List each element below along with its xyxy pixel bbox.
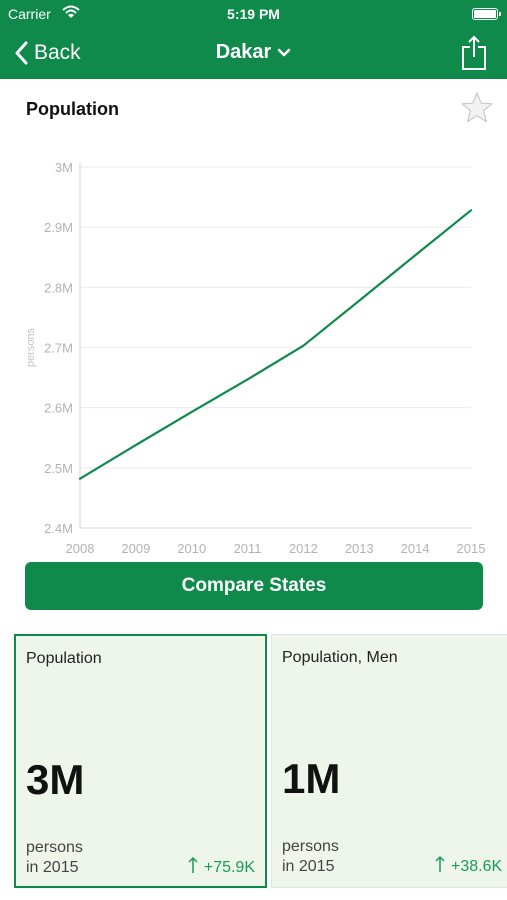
- status-bar: Carrier 5:19 PM: [0, 0, 507, 30]
- chart-svg: 2.4M 2.5M 2.6M 2.7M 2.8M 2.9M 3M 2008 2009 2010 20…: [25, 160, 486, 556]
- stat-card-population-men[interactable]: Population, Men 1M persons in 2015 +38.6…: [271, 634, 507, 888]
- nav-bar: Back Dakar: [0, 30, 507, 79]
- card-unit: persons: [26, 839, 83, 856]
- back-label: Back: [34, 41, 81, 64]
- status-time: 5:19 PM: [227, 6, 280, 22]
- population-chart: 2.4M 2.5M 2.6M 2.7M 2.8M 2.9M 3M 2008 2009 2010 20…: [0, 145, 507, 565]
- x-tick-label: 2015: [457, 541, 486, 556]
- card-year: in 2015: [282, 858, 335, 875]
- arrow-up-icon: [188, 856, 198, 879]
- chevron-left-icon: [14, 41, 28, 65]
- share-button[interactable]: [461, 35, 487, 76]
- card-value: 1M: [282, 755, 341, 802]
- x-tick-label: 2009: [121, 541, 150, 556]
- x-tick-label: 2011: [234, 541, 262, 556]
- x-tick-label: 2008: [66, 541, 95, 556]
- x-tick-label: 2014: [401, 541, 430, 556]
- star-icon: [460, 92, 494, 129]
- back-button[interactable]: Back: [14, 38, 81, 68]
- y-axis-label: persons: [25, 327, 37, 367]
- y-tick-label: 2.4M: [44, 521, 73, 536]
- card-change-value: +38.6K: [451, 857, 503, 875]
- stat-card-population[interactable]: Population 3M persons in 2015 +75.9K: [14, 634, 267, 888]
- y-tick-label: 2.6M: [44, 401, 73, 416]
- section-title: Population: [26, 99, 119, 119]
- card-unit: persons: [282, 838, 339, 855]
- city-selector[interactable]: Dakar: [216, 41, 292, 64]
- card-label: Population, Men: [282, 649, 398, 666]
- favorite-button[interactable]: [460, 91, 494, 130]
- card-change-value: +75.9K: [203, 858, 255, 876]
- wifi-icon: [62, 5, 80, 22]
- y-tick-label: 2.5M: [44, 461, 73, 476]
- card-value: 3M: [26, 756, 85, 803]
- share-icon: [461, 35, 487, 75]
- card-label: Population: [26, 650, 102, 667]
- x-tick-label: 2013: [345, 541, 374, 556]
- y-tick-label: 2.8M: [44, 280, 73, 295]
- y-tick-label: 3M: [55, 160, 73, 175]
- y-tick-label: 2.9M: [44, 220, 73, 235]
- chevron-down-icon: [277, 41, 291, 64]
- city-name: Dakar: [215, 41, 272, 63]
- x-tick-label: 2010: [177, 541, 206, 556]
- arrow-up-icon: [435, 855, 445, 878]
- x-tick-label: 2012: [289, 541, 318, 556]
- card-change: +75.9K: [188, 856, 255, 879]
- app-header: Carrier 5:19 PM Back Dakar: [0, 0, 507, 79]
- card-change: +38.6K: [435, 855, 502, 878]
- population-series-line: [78, 209, 473, 480]
- y-tick-label: 2.7M: [44, 341, 73, 356]
- compare-states-button[interactable]: Compare States: [25, 562, 483, 610]
- carrier-label: Carrier: [8, 6, 51, 22]
- battery-icon: [472, 8, 501, 20]
- section-header: Population: [0, 79, 507, 139]
- card-year: in 2015: [26, 859, 79, 876]
